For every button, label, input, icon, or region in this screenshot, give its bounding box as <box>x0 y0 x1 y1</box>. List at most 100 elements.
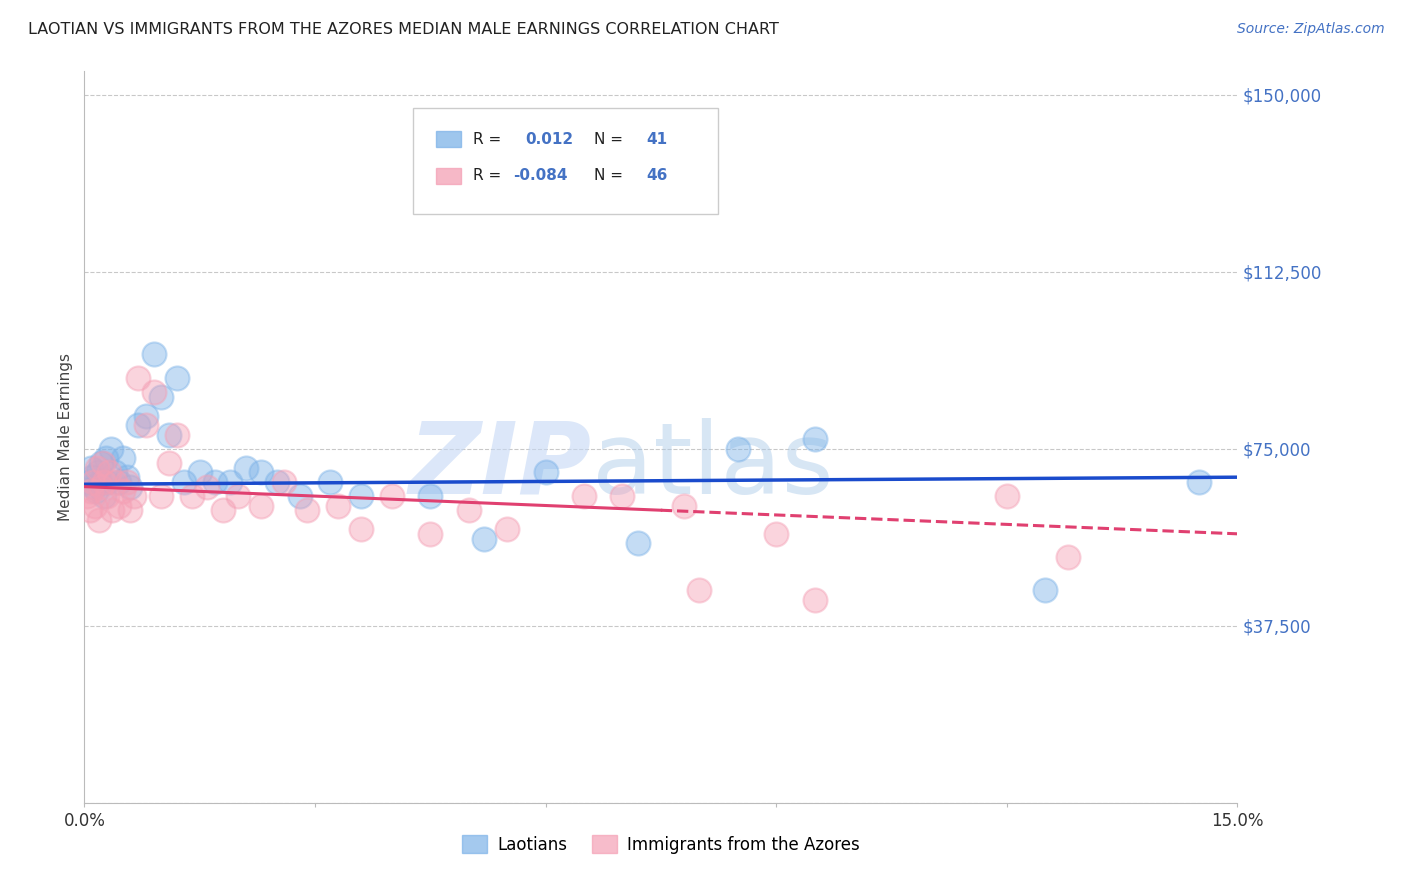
Text: N =: N = <box>593 169 623 184</box>
Point <box>803 593 825 607</box>
Point <box>87 466 110 480</box>
Point <box>211 503 233 517</box>
Point <box>166 371 188 385</box>
Point <box>995 489 1018 503</box>
Point <box>181 489 204 503</box>
Point <box>120 503 142 517</box>
Point <box>204 475 226 489</box>
Point <box>672 499 695 513</box>
Point <box>350 522 373 536</box>
Point <box>326 499 349 513</box>
Point <box>727 442 749 456</box>
Point <box>87 513 110 527</box>
FancyBboxPatch shape <box>436 131 461 147</box>
Point <box>96 489 118 503</box>
Text: R =: R = <box>472 132 501 147</box>
FancyBboxPatch shape <box>413 108 718 214</box>
Text: 46: 46 <box>645 169 668 184</box>
Point <box>84 499 107 513</box>
Point <box>135 409 157 423</box>
Point <box>91 456 114 470</box>
Point <box>288 489 311 503</box>
Point <box>93 475 115 489</box>
Text: ZIP: ZIP <box>409 417 592 515</box>
Point <box>115 475 138 489</box>
Point <box>127 418 149 433</box>
Point <box>80 484 103 499</box>
Point <box>89 480 111 494</box>
Point <box>111 484 134 499</box>
Point <box>108 499 131 513</box>
Point <box>219 475 242 489</box>
Point <box>250 499 273 513</box>
Text: 0.012: 0.012 <box>524 132 572 147</box>
Text: 41: 41 <box>645 132 666 147</box>
Point <box>157 456 180 470</box>
Y-axis label: Median Male Earnings: Median Male Earnings <box>58 353 73 521</box>
Point <box>1033 583 1056 598</box>
Point <box>173 475 195 489</box>
Point <box>803 433 825 447</box>
Point <box>765 526 787 541</box>
Point <box>77 475 100 489</box>
Point <box>195 480 218 494</box>
Point <box>612 489 634 503</box>
Point <box>266 475 288 489</box>
Point <box>97 466 120 480</box>
Point <box>93 489 115 503</box>
Point <box>127 371 149 385</box>
Point <box>142 385 165 400</box>
Point <box>94 451 117 466</box>
Text: atlas: atlas <box>592 417 834 515</box>
Text: N =: N = <box>593 132 623 147</box>
Point <box>457 503 479 517</box>
Point <box>83 480 105 494</box>
FancyBboxPatch shape <box>436 168 461 184</box>
Point <box>1057 550 1080 565</box>
Point <box>350 489 373 503</box>
Point <box>1188 475 1211 489</box>
Point <box>101 503 124 517</box>
Point <box>82 475 104 489</box>
Point <box>496 522 519 536</box>
Point <box>104 475 127 489</box>
Point <box>89 475 111 489</box>
Legend: Laotians, Immigrants from the Azores: Laotians, Immigrants from the Azores <box>456 829 866 860</box>
Point <box>166 427 188 442</box>
Point <box>150 489 173 503</box>
Point <box>688 583 710 598</box>
Point <box>104 466 127 480</box>
Point <box>120 480 142 494</box>
Point <box>157 427 180 442</box>
Point <box>76 489 98 503</box>
Point <box>142 347 165 361</box>
Point <box>472 532 495 546</box>
Point <box>100 442 122 456</box>
Text: R =: R = <box>472 169 501 184</box>
Point <box>273 475 295 489</box>
Point <box>235 460 257 475</box>
Point <box>188 466 211 480</box>
Point <box>80 470 103 484</box>
Point <box>572 489 595 503</box>
Point <box>297 503 319 517</box>
Point <box>419 489 441 503</box>
Point <box>90 456 112 470</box>
Point <box>124 489 146 503</box>
Point <box>150 390 173 404</box>
Point <box>96 475 118 489</box>
Text: -0.084: -0.084 <box>513 169 568 184</box>
Point <box>79 460 101 475</box>
Point <box>534 466 557 480</box>
Point <box>84 484 107 499</box>
Point <box>319 475 342 489</box>
Point <box>86 460 108 475</box>
Text: Source: ZipAtlas.com: Source: ZipAtlas.com <box>1237 22 1385 37</box>
Point <box>419 526 441 541</box>
Point <box>226 489 249 503</box>
Point <box>111 451 134 466</box>
Point <box>115 470 138 484</box>
Point <box>108 475 131 489</box>
Point <box>381 489 404 503</box>
Point <box>627 536 650 550</box>
